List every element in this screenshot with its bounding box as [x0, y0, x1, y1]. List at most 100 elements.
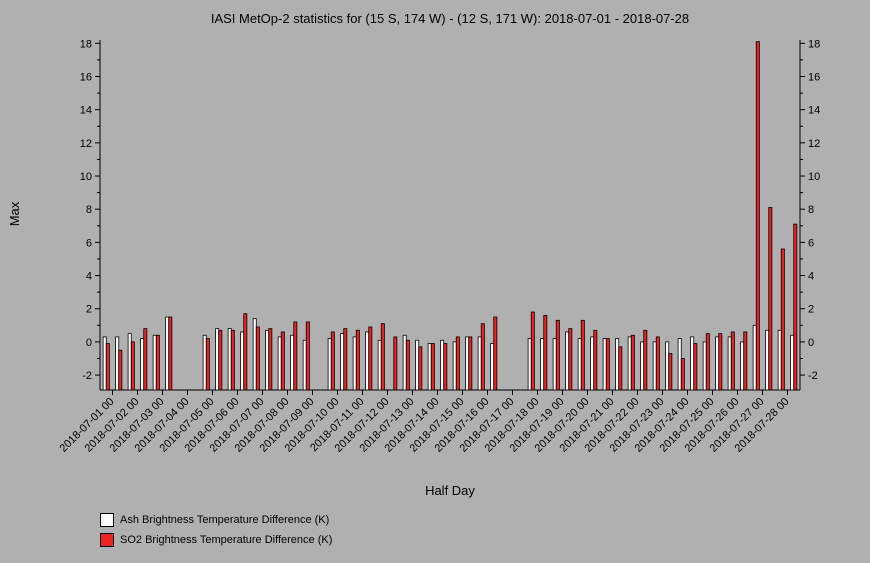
- ash-bar: [627, 336, 632, 391]
- y-tick-label-left: 4: [86, 271, 92, 283]
- ash-bar: [290, 334, 295, 391]
- so2-bar: [480, 323, 485, 391]
- y-tick-label-right: 0: [808, 337, 814, 349]
- legend-label-ash: Ash Brightness Temperature Difference (K…: [120, 514, 330, 526]
- y-tick-label-right: -2: [808, 370, 818, 382]
- so2-bar: [230, 329, 235, 391]
- so2-bar: [605, 338, 610, 391]
- so2-bar: [218, 329, 223, 391]
- so2-bar: [268, 328, 273, 391]
- ash-bar: [602, 338, 607, 391]
- y-tick-label-left: 8: [86, 204, 92, 216]
- y-tick-label-left: 0: [86, 337, 92, 349]
- ash-bar: [140, 338, 145, 391]
- legend-item-ash: Ash Brightness Temperature Difference (K…: [100, 512, 332, 528]
- so2-bar: [780, 248, 785, 391]
- ash-bar: [665, 341, 670, 391]
- so2-bar: [693, 343, 698, 391]
- y-tick-label-right: 4: [808, 271, 814, 283]
- y-tick-label-right: 8: [808, 204, 814, 216]
- so2-bar: [793, 223, 798, 391]
- ash-bar: [215, 328, 220, 391]
- y-tick-label-left: 6: [86, 237, 92, 249]
- ash-bar: [340, 333, 345, 391]
- ash-bar: [527, 338, 532, 391]
- legend-swatch-so2: [100, 533, 114, 547]
- so2-bar: [105, 343, 110, 391]
- ash-bar: [540, 338, 545, 391]
- y-axis-label: Max: [7, 201, 22, 226]
- so2-bar: [155, 334, 160, 391]
- so2-bar: [768, 207, 773, 391]
- ash-bar: [477, 336, 482, 391]
- so2-bar: [543, 314, 548, 391]
- ash-bar: [440, 339, 445, 391]
- y-tick-label-right: 12: [808, 138, 820, 150]
- ash-bar: [740, 341, 745, 391]
- legend-item-so2: SO2 Brightness Temperature Difference (K…: [100, 532, 332, 548]
- so2-bar: [443, 343, 448, 391]
- ash-bar: [265, 329, 270, 391]
- y-tick-label-left: 10: [80, 171, 92, 183]
- ash-bar: [227, 328, 232, 391]
- ash-bar: [565, 331, 570, 391]
- so2-bar: [205, 338, 210, 391]
- ash-bar: [365, 331, 370, 391]
- legend-swatch-ash: [100, 513, 114, 527]
- so2-bar: [405, 339, 410, 391]
- so2-bar: [293, 321, 298, 391]
- so2-bar: [305, 321, 310, 391]
- legend: Ash Brightness Temperature Difference (K…: [100, 512, 332, 552]
- ash-bar: [702, 341, 707, 391]
- so2-bar: [568, 328, 573, 391]
- ash-bar: [590, 336, 595, 391]
- so2-bar: [455, 336, 460, 391]
- so2-bar: [243, 313, 248, 391]
- ash-bar: [452, 341, 457, 391]
- ash-bar: [165, 316, 170, 391]
- ash-bar: [640, 341, 645, 391]
- ash-bar: [127, 333, 132, 391]
- so2-bar: [130, 341, 135, 391]
- ash-bar: [415, 339, 420, 391]
- ash-bar: [465, 336, 470, 391]
- so2-bar: [580, 319, 585, 391]
- so2-bar: [655, 336, 660, 391]
- x-axis-label: Half Day: [425, 483, 475, 498]
- y-tick-label-right: 10: [808, 171, 820, 183]
- so2-bar: [493, 316, 498, 391]
- ash-bar: [765, 329, 770, 391]
- so2-bar: [618, 346, 623, 391]
- so2-bar: [730, 331, 735, 391]
- ash-bar: [790, 334, 795, 391]
- ash-bar: [115, 336, 120, 391]
- ash-bar: [490, 343, 495, 391]
- so2-bar: [368, 326, 373, 391]
- ash-bar: [727, 336, 732, 391]
- ash-bar: [240, 331, 245, 391]
- ash-bar: [615, 338, 620, 391]
- ash-bar: [552, 338, 557, 391]
- ash-bar: [102, 336, 107, 391]
- so2-bar: [343, 328, 348, 391]
- y-tick-label-right: 6: [808, 237, 814, 249]
- y-tick-label-right: 2: [808, 304, 814, 316]
- ash-bar: [690, 336, 695, 391]
- ash-bar: [752, 324, 757, 391]
- ash-bar: [652, 341, 657, 391]
- so2-bar: [555, 319, 560, 391]
- so2-bar: [643, 329, 648, 391]
- ash-bar: [427, 343, 432, 391]
- ash-bar: [352, 336, 357, 391]
- ash-bar: [152, 334, 157, 391]
- so2-bar: [168, 316, 173, 391]
- chart-title: IASI MetOp-2 statistics for (15 S, 174 W…: [211, 11, 689, 26]
- ash-bar: [677, 338, 682, 391]
- ash-bar: [202, 334, 207, 391]
- ash-bar: [277, 336, 282, 391]
- so2-bar: [418, 346, 423, 391]
- so2-bar: [393, 336, 398, 391]
- y-tick-label-right: 18: [808, 38, 820, 50]
